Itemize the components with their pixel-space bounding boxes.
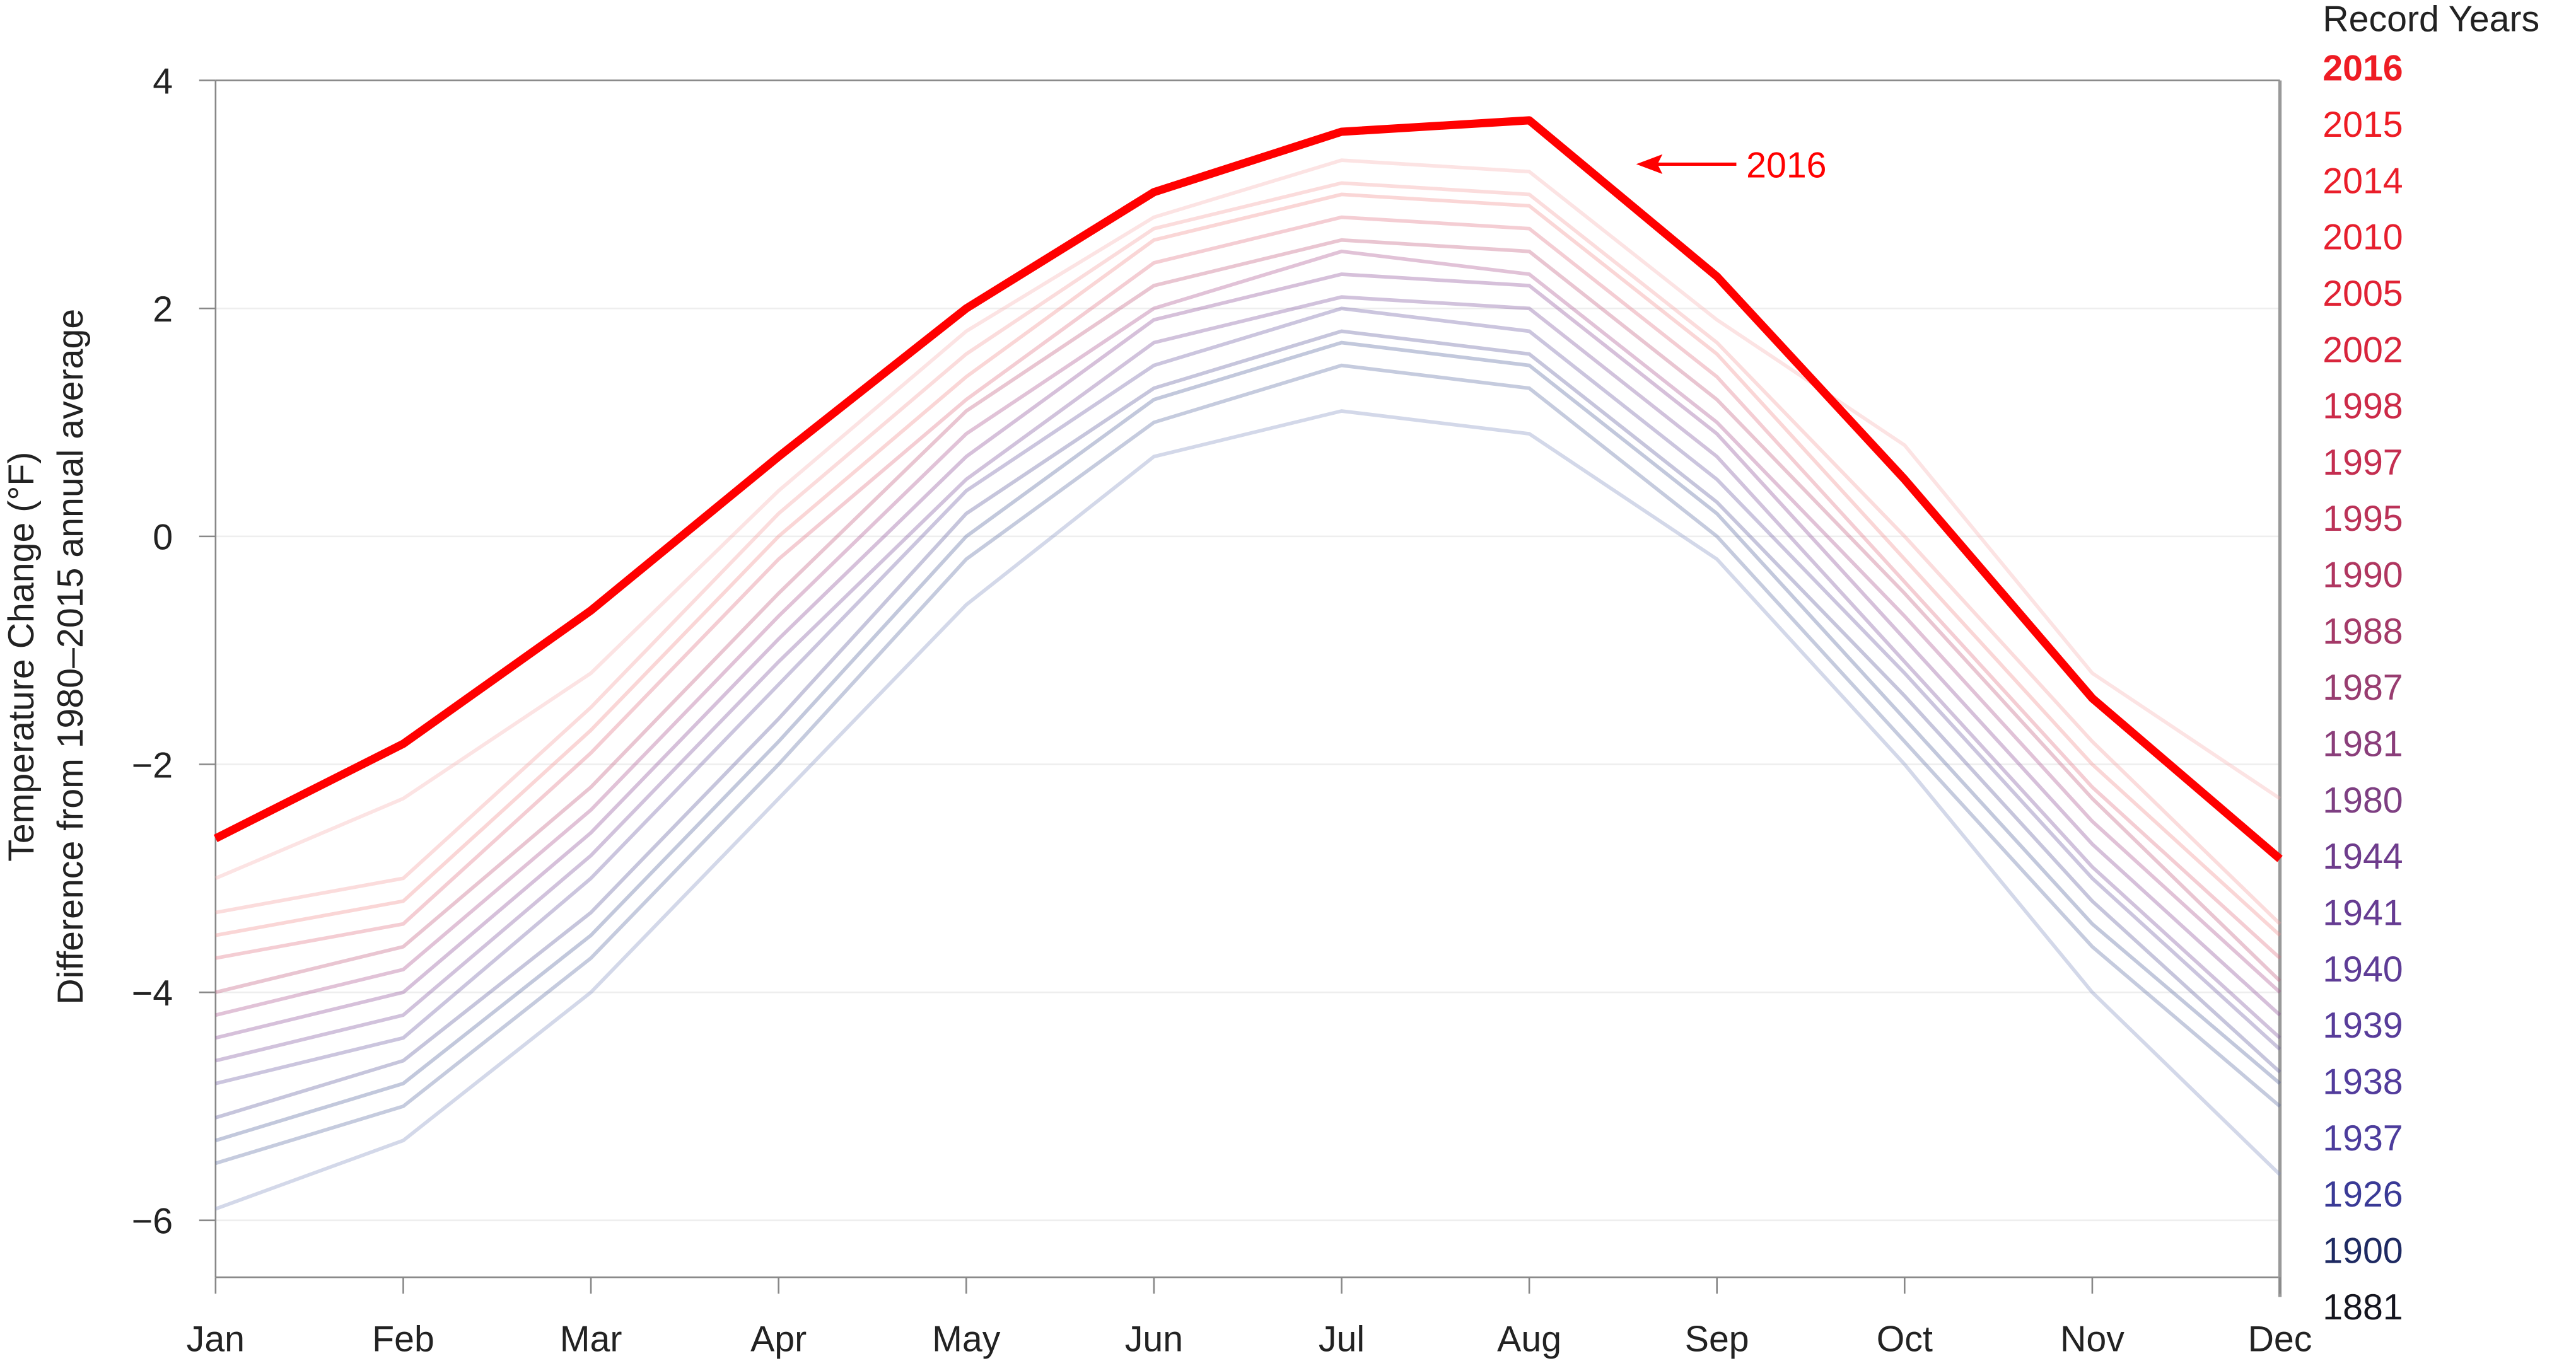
- highlight-series-2016: [213, 116, 2283, 862]
- x-tick-label: Aug: [1497, 1319, 1561, 1359]
- legend-item-1939: 1939: [2322, 1005, 2403, 1046]
- legend-item-1990: 1990: [2322, 555, 2403, 596]
- legend-item-1944: 1944: [2322, 837, 2403, 877]
- y-axis-label-line1: Temperature Change (°F): [1, 452, 42, 862]
- legend: Record Years 2016 2015 2014 2010 2005 2002 199…: [2322, 0, 2539, 1328]
- x-tick-label: Dec: [2248, 1319, 2312, 1359]
- plot-frame: [214, 79, 2282, 1297]
- legend-item-1980: 1980: [2322, 780, 2403, 821]
- y-tick-label: −4: [132, 973, 173, 1014]
- x-tick-label: Jan: [187, 1319, 245, 1359]
- y-tick-label: −6: [132, 1202, 173, 1242]
- legend-item-2015: 2015: [2322, 105, 2403, 145]
- y-tick-label: 2: [153, 289, 173, 330]
- x-tick-label: Sep: [1685, 1319, 1749, 1359]
- legend-item-1938: 1938: [2322, 1062, 2403, 1103]
- background-series-line: [215, 272, 2282, 1040]
- y-axis-label-line2: Difference from 1980–2015 annual average: [50, 309, 91, 1005]
- annotation-2016: 2016: [1636, 145, 1827, 185]
- x-tick-label: Feb: [372, 1319, 434, 1359]
- background-series-line: [215, 238, 2282, 994]
- background-series-line: [215, 215, 2282, 960]
- background-series-line: [215, 181, 2282, 925]
- legend-item-1937: 1937: [2322, 1118, 2403, 1159]
- background-series-line: [215, 295, 2282, 1063]
- background-series: [214, 158, 2282, 1211]
- x-tick-label: May: [932, 1319, 1001, 1359]
- x-tick-label: Mar: [560, 1319, 622, 1359]
- legend-item-1900: 1900: [2322, 1231, 2403, 1271]
- x-tick-label: Oct: [1877, 1319, 1933, 1359]
- legend-item-1988: 1988: [2322, 611, 2403, 652]
- legend-item-1940: 1940: [2322, 949, 2403, 990]
- y-axis-label: Temperature Change (°F) Difference from …: [1, 309, 91, 1005]
- legend-item-2016: 2016: [2322, 49, 2403, 89]
- x-ticks: Jan Feb Mar Apr May Jun Jul Aug Sep Oct Nov Dec: [187, 1277, 2312, 1359]
- legend-item-1998: 1998: [2322, 386, 2403, 427]
- legend-item-2014: 2014: [2322, 161, 2403, 201]
- legend-item-1995: 1995: [2322, 499, 2403, 539]
- x-tick-label: Nov: [2060, 1319, 2124, 1359]
- x-tick-label: Jul: [1319, 1319, 1365, 1359]
- background-series-line: [215, 340, 2282, 1142]
- legend-item-1926: 1926: [2322, 1174, 2403, 1215]
- y-tick-label: 4: [153, 61, 173, 101]
- legend-item-1881: 1881: [2322, 1287, 2403, 1328]
- background-series-line: [214, 158, 2282, 880]
- annotation-arrowhead-icon: [1636, 154, 1663, 175]
- gridlines: [215, 79, 2280, 1222]
- legend-item-2010: 2010: [2322, 217, 2403, 258]
- legend-item-1987: 1987: [2322, 668, 2403, 708]
- legend-item-2005: 2005: [2322, 274, 2403, 314]
- background-series-line: [214, 409, 2282, 1211]
- series-line-2016: [213, 116, 2283, 862]
- background-series-line: [215, 249, 2282, 1017]
- legend-item-2002: 2002: [2322, 330, 2403, 370]
- legend-item-1997: 1997: [2322, 443, 2403, 483]
- background-series-line: [215, 329, 2282, 1120]
- legend-item-1981: 1981: [2322, 724, 2403, 765]
- background-series-line: [215, 192, 2282, 937]
- legend-title: Record Years: [2322, 0, 2539, 39]
- legend-item-1941: 1941: [2322, 893, 2403, 934]
- background-series-line: [215, 306, 2282, 1086]
- y-ticks: 4 2 0 −2 −4 −6: [132, 61, 216, 1242]
- y-tick-label: 0: [153, 518, 173, 558]
- annotation-label: 2016: [1746, 145, 1826, 185]
- x-tick-label: Apr: [750, 1319, 807, 1359]
- x-tick-label: Jun: [1125, 1319, 1183, 1359]
- background-series-line: [215, 363, 2282, 1166]
- y-tick-label: −2: [132, 745, 173, 785]
